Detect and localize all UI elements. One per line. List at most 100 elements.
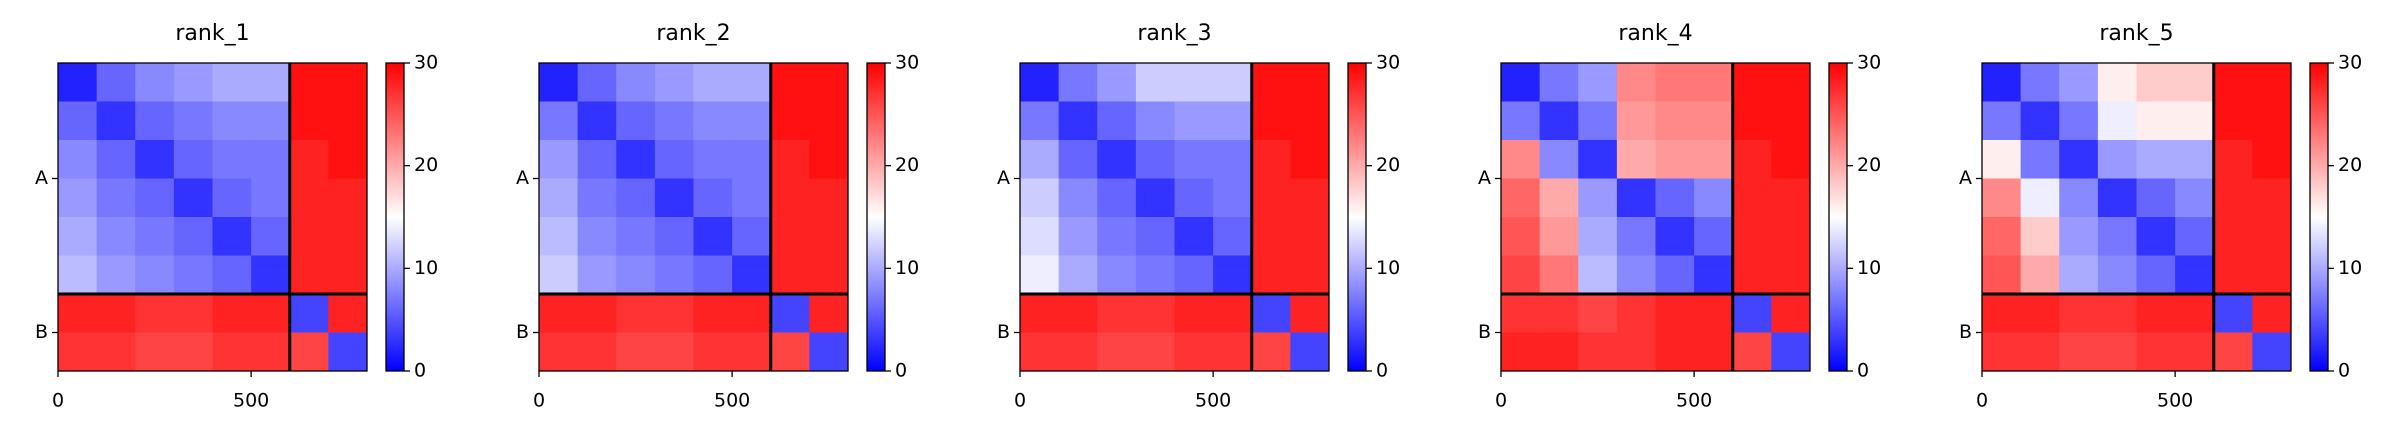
heatmap-cell [1213,255,1253,295]
heatmap-cell [577,63,617,102]
heatmap-cell [809,101,849,141]
heatmap-cell [539,101,579,141]
heatmap-cell [2252,63,2292,102]
heatmap-cell [2252,101,2292,141]
heatmap-cell [732,294,772,333]
heatmap-cell [539,140,579,179]
heatmap-cell [2252,255,2292,295]
heatmap-cell [1174,255,1214,295]
heatmap-cell [770,63,810,102]
heatmap-cell [251,255,291,295]
colorbar [866,62,886,372]
plot-frame [1019,62,1330,372]
heatmap-cell [654,255,694,295]
heatmap-cell [173,332,213,372]
heatmap-cell [2097,101,2137,141]
heatmap-cell [328,101,368,141]
heatmap-cell [1097,140,1137,179]
heatmap-cell [1732,294,1772,333]
heatmap-cell [2020,140,2060,179]
heatmap-cell [1020,140,1060,179]
heatmap-cell [96,101,136,141]
heatmap-cell [1213,294,1253,333]
heatmap-cell [1174,217,1214,256]
heatmap-cell [135,255,175,295]
y-tick-label: B [1478,321,1491,343]
colorbar-tick-label: 10 [1376,257,1400,279]
heatmap-cell [2059,178,2099,218]
heatmap-cell [1771,178,1811,218]
heatmap-cell [809,294,849,333]
heatmap-cell [2020,178,2060,218]
heatmap-cell [1174,101,1214,141]
heatmap-cell [770,140,810,179]
chart-title: rank_4 [1618,21,1692,46]
heatmap-cell [577,101,617,141]
heatmap-cell [693,255,733,295]
heatmap-cell [1578,294,1618,333]
heatmap-cell [1655,255,1695,295]
heatmap-cell [1655,178,1695,218]
heatmap-cell [2020,255,2060,295]
heatmap-cell [289,217,329,256]
heatmap-cell [1290,294,1330,333]
heatmap-cell [1174,178,1214,218]
heatmap-cell [1290,332,1330,372]
heatmap-cell [1732,101,1772,141]
heatmap-cell [616,178,656,218]
heatmap-cell [1251,332,1291,372]
heatmap-cell [1771,140,1811,179]
heatmap-cell [2136,255,2176,295]
heatmap-cell [1539,178,1579,218]
heatmap-cell [2020,294,2060,333]
x-tick-label: 0 [533,390,545,412]
heatmap-cell [2213,63,2253,102]
heatmap-cell [2020,217,2060,256]
heatmap-cell [1213,178,1253,218]
heatmap-cell [1982,140,2022,179]
heatmap-cell [1694,217,1734,256]
heatmap-cell [289,63,329,102]
plot-frame [57,62,368,372]
heatmap-cell [1290,63,1330,102]
heatmap-cell [1539,217,1579,256]
heatmap-cell [251,217,291,256]
colorbar [1828,62,1848,372]
colorbar-tick-label: 10 [1857,257,1881,279]
heatmap-cell [732,255,772,295]
heatmap-cell [135,332,175,372]
heatmap-cell [1539,140,1579,179]
heatmap-cell [693,332,733,372]
colorbar-tick-label: 20 [1376,154,1400,176]
heatmap-cell [693,101,733,141]
heatmap-cell [616,140,656,179]
heatmap-cell [770,255,810,295]
colorbar-tick-label: 0 [1857,360,1869,382]
heatmap-cell [539,294,579,333]
heatmap-cell [1020,332,1060,372]
heatmap-cell [1694,101,1734,141]
x-tick-label: 0 [1014,390,1026,412]
heatmap-cell [1097,294,1137,333]
heatmap-cell [2136,294,2176,333]
heatmap-cell [1982,178,2022,218]
plot-frame [1500,62,1811,372]
colorbar-tick-label: 10 [414,257,438,279]
y-tick-label: B [997,321,1010,343]
heatmap-cell [251,101,291,141]
heatmap-cell [1539,294,1579,333]
heatmap-cell [809,63,849,102]
colorbar-tick-label: 10 [895,257,919,279]
heatmap-cell [251,140,291,179]
heatmap-cell [2252,178,2292,218]
heatmap-cell [654,101,694,141]
heatmap-cell [1251,101,1291,141]
heatmap-cell [1251,255,1291,295]
heatmap-cell [693,294,733,333]
heatmap-cell [173,255,213,295]
heatmap-cell [212,217,252,256]
heatmap-cell [1578,255,1618,295]
heatmap-cell [1616,140,1656,179]
colorbar-tick-label: 20 [895,154,919,176]
heatmap-cell [2213,178,2253,218]
